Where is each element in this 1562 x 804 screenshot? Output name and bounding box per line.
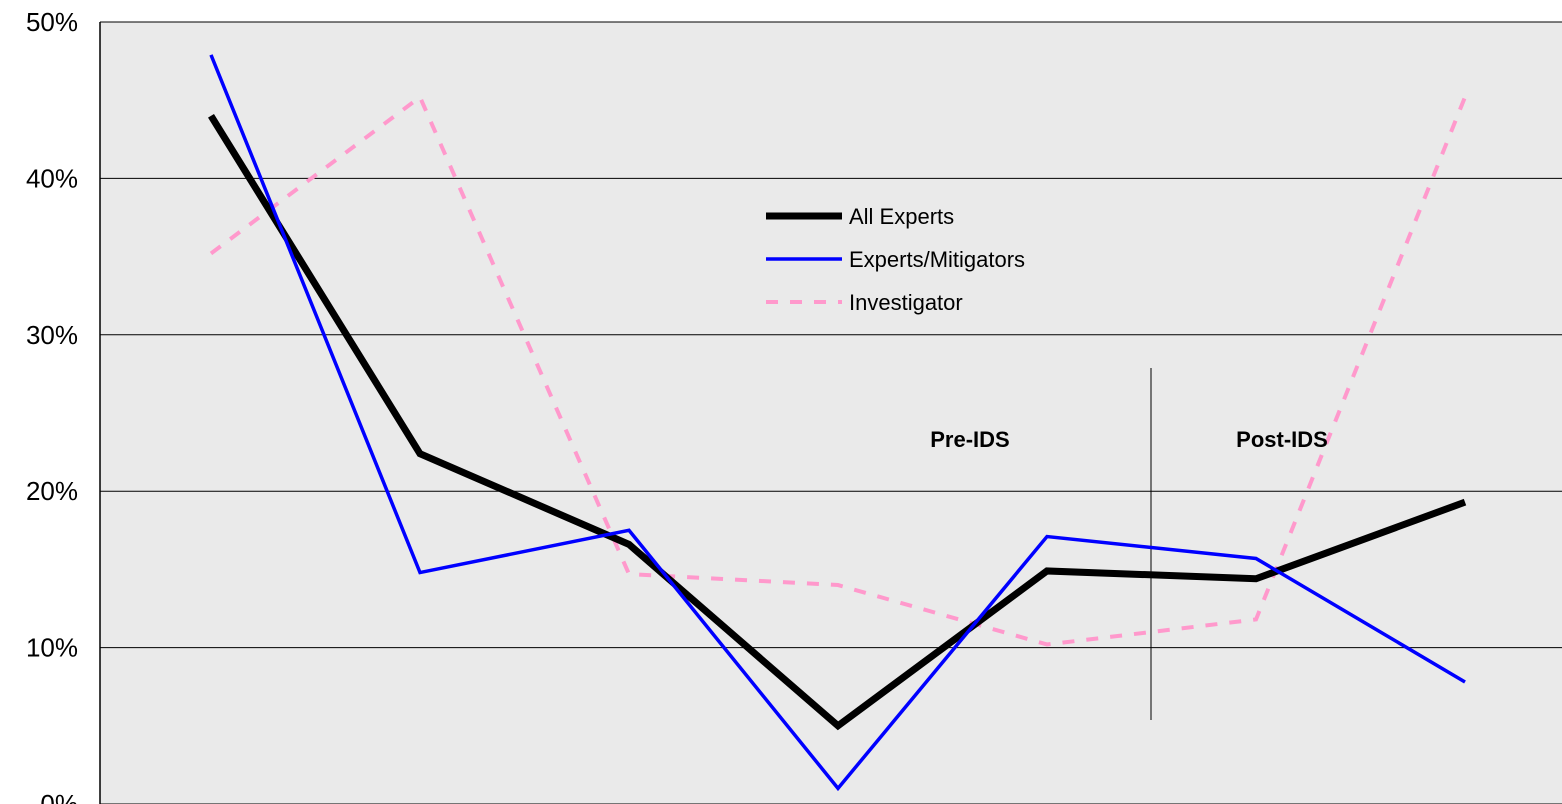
legend-label: Investigator [849,290,963,315]
y-tick-label: 30% [26,320,78,350]
y-tick-label: 0% [40,789,78,804]
y-tick-labels: 50% 40% 30% 20% 10% 0% [26,7,78,804]
y-tick-label: 10% [26,633,78,663]
legend-label: All Experts [849,204,954,229]
plot-area [100,22,1562,804]
y-tick-label: 50% [26,7,78,37]
annotation-post-ids: Post-IDS [1236,427,1328,452]
legend-label: Experts/Mitigators [849,247,1025,272]
y-tick-label: 40% [26,163,78,193]
y-tick-label: 20% [26,476,78,506]
series-lines [208,54,1467,792]
legend: All Experts Experts/Mitigators Investigato… [766,204,1025,315]
annotation-pre-ids: Pre-IDS [930,427,1009,452]
